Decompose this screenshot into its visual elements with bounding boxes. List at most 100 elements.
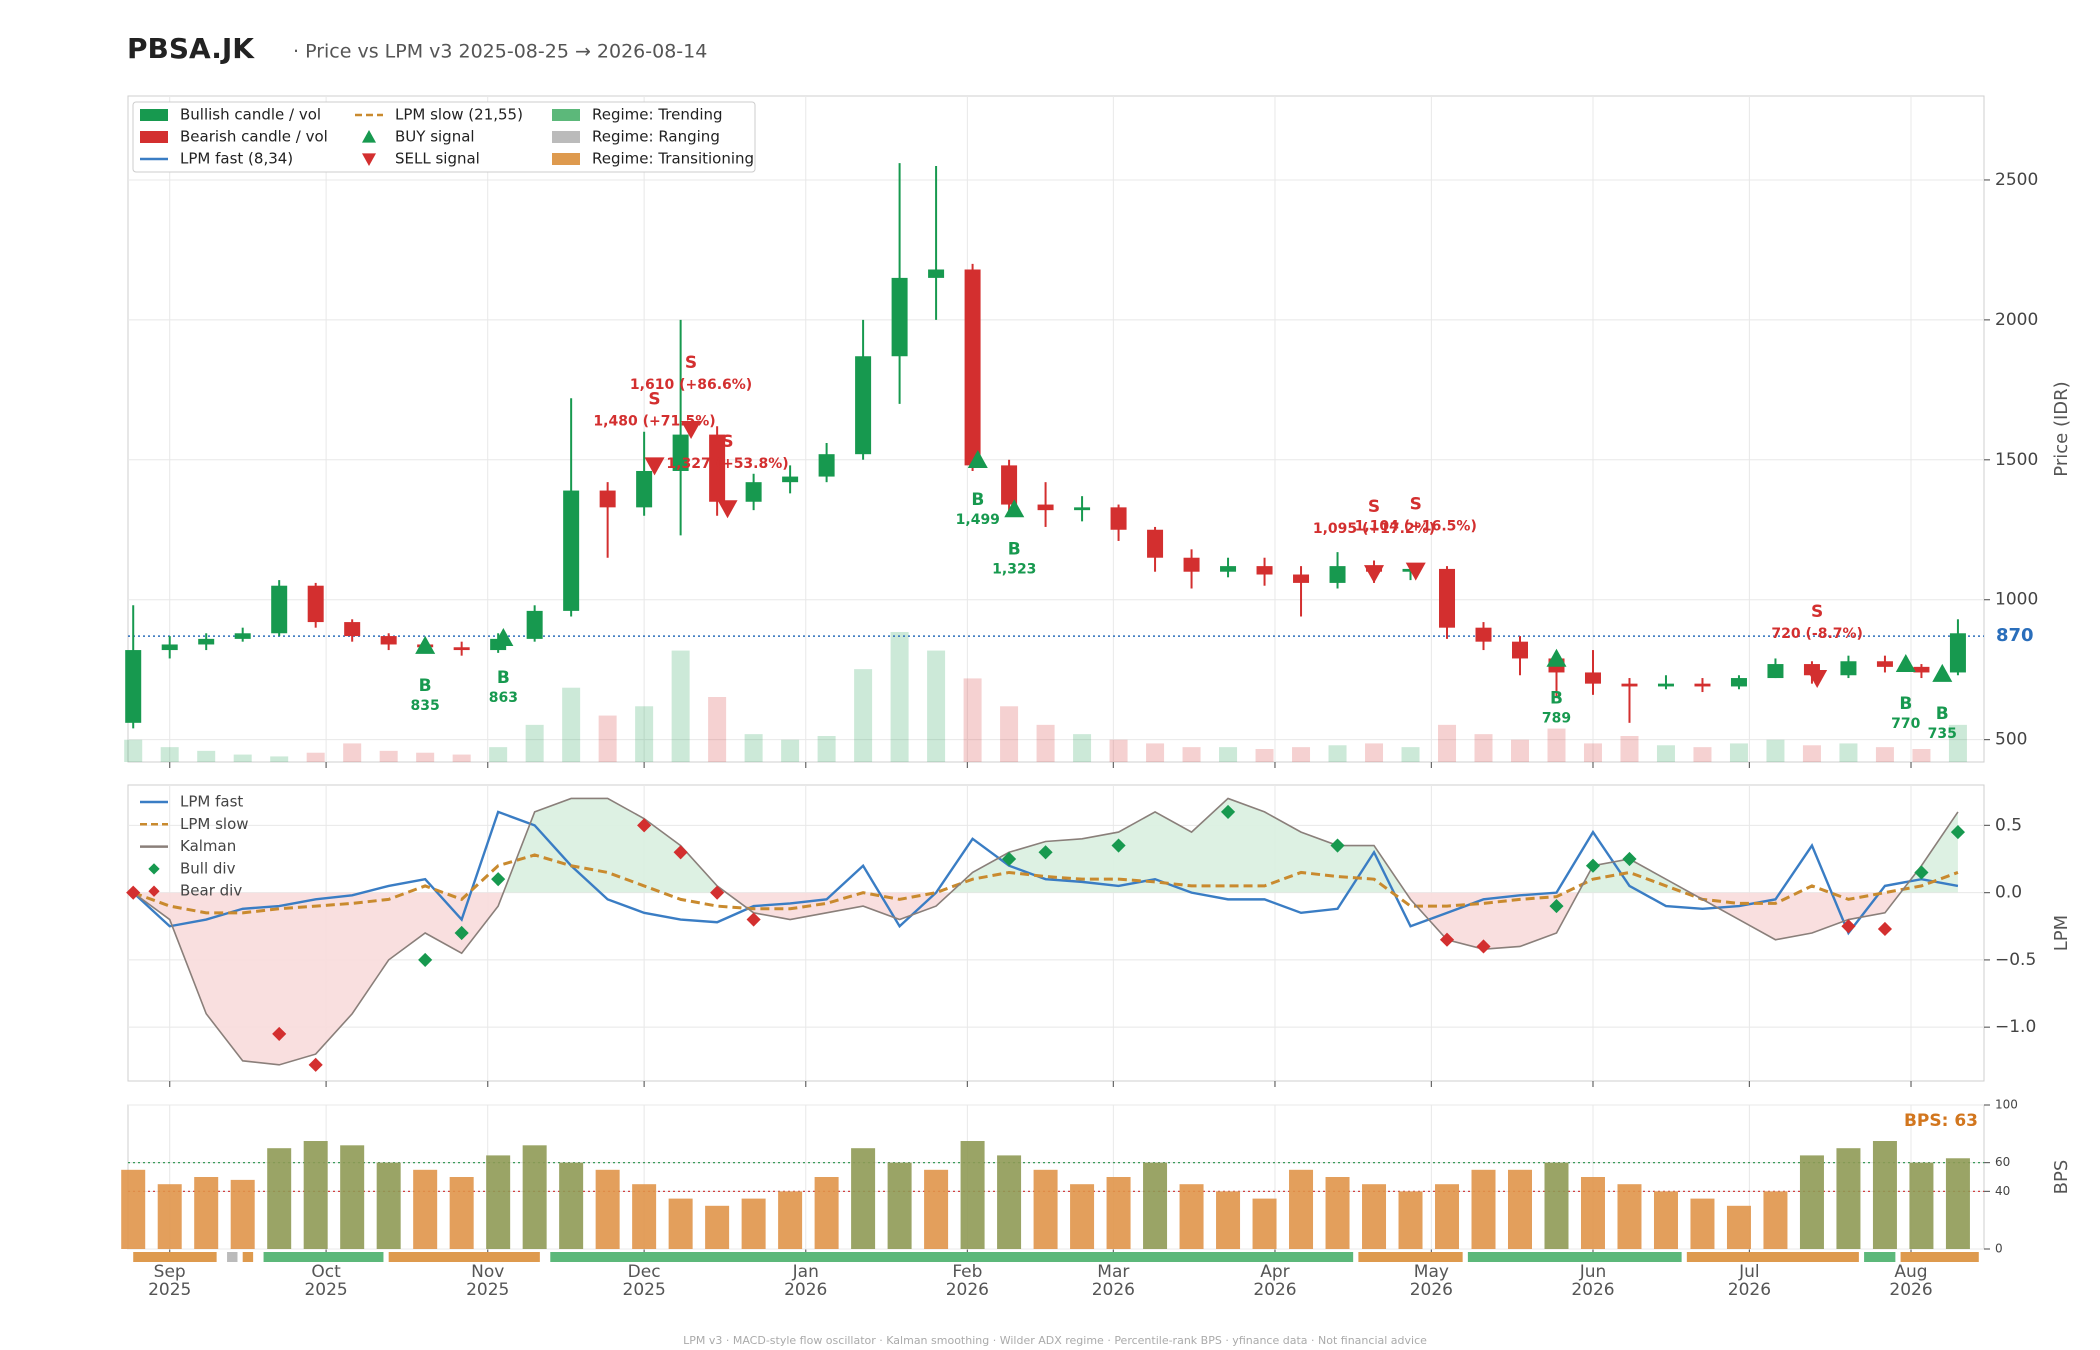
ticker-title: PBSA.JK bbox=[127, 32, 255, 65]
volume-bar bbox=[1948, 724, 1967, 762]
x-tick-label: Feb bbox=[952, 1262, 982, 1282]
x-tick-label: Dec bbox=[628, 1262, 661, 1282]
y-tick-label: 500 bbox=[1995, 730, 2027, 750]
legend-label: LPM fast bbox=[180, 793, 243, 811]
series-line bbox=[132, 810, 1959, 936]
bps-bar bbox=[1325, 1177, 1350, 1249]
y-tick-label: 2500 bbox=[1995, 170, 2038, 190]
buy-price-label: 1,499 bbox=[956, 512, 1000, 528]
x-tick-sublabel: 2026 bbox=[784, 1280, 827, 1300]
bps-bar bbox=[1289, 1169, 1314, 1249]
bps-bar bbox=[1216, 1191, 1241, 1249]
candle-body bbox=[526, 610, 543, 639]
bps-bar bbox=[413, 1169, 438, 1249]
bps-bar bbox=[814, 1177, 839, 1249]
volume-bar bbox=[1729, 743, 1748, 762]
div-marker bbox=[1439, 932, 1455, 947]
bps-bar bbox=[559, 1162, 584, 1249]
legend-label: LPM fast (8,34) bbox=[180, 150, 293, 168]
volume-bar bbox=[270, 756, 289, 762]
buy-letter: B bbox=[1936, 704, 1949, 724]
legend-symbol bbox=[552, 109, 580, 121]
legend-symbol bbox=[140, 109, 168, 121]
volume-bar bbox=[124, 739, 143, 762]
volume-bar bbox=[1438, 724, 1457, 762]
bps-bar bbox=[1033, 1169, 1058, 1249]
bps-bar bbox=[1945, 1158, 1970, 1249]
candle-body bbox=[1439, 568, 1456, 628]
candle-body bbox=[1074, 507, 1091, 511]
candle-body bbox=[1657, 683, 1674, 687]
div-marker bbox=[126, 885, 141, 900]
regime-segment bbox=[242, 1252, 254, 1262]
candle-body bbox=[1840, 661, 1857, 676]
x-tick-sublabel: 2026 bbox=[946, 1280, 989, 1300]
legend-label: LPM slow bbox=[180, 815, 249, 833]
volume-bar bbox=[671, 650, 690, 762]
y-tick-label: 100 bbox=[1995, 1098, 2018, 1112]
bps-bar bbox=[1070, 1184, 1095, 1249]
volume-bar bbox=[1511, 739, 1529, 762]
volume-bar bbox=[1875, 747, 1894, 762]
volume-bar bbox=[744, 734, 763, 762]
div-marker bbox=[1877, 921, 1893, 937]
kalman-fill bbox=[133, 892, 1958, 1065]
volume-bar bbox=[1620, 736, 1639, 762]
volume-bar bbox=[1073, 734, 1092, 762]
bps-bar bbox=[778, 1191, 803, 1249]
x-tick-sublabel: 2025 bbox=[466, 1280, 509, 1300]
buy-marker bbox=[967, 450, 988, 469]
candle-body bbox=[1949, 633, 1966, 673]
candle-body bbox=[891, 277, 908, 357]
buy-letter: B bbox=[497, 668, 510, 688]
div-marker bbox=[418, 952, 433, 967]
legend-symbol bbox=[552, 153, 580, 165]
bps-bar bbox=[340, 1145, 365, 1249]
volume-bar bbox=[708, 697, 727, 762]
volume-bar bbox=[1839, 743, 1858, 762]
legend-symbol bbox=[362, 130, 376, 143]
series-line bbox=[132, 797, 1959, 1066]
volume-bar bbox=[1219, 747, 1238, 762]
volume-bar bbox=[854, 669, 873, 762]
volume-bar bbox=[1365, 743, 1384, 762]
candle-body bbox=[307, 585, 324, 623]
volume-bar bbox=[1547, 728, 1566, 762]
candle-body bbox=[745, 482, 762, 502]
bps-bar bbox=[449, 1177, 474, 1249]
y-axis-title: Price (IDR) bbox=[2051, 381, 2072, 476]
volume-bar bbox=[452, 754, 471, 762]
x-tick-label: Oct bbox=[311, 1262, 341, 1282]
legend-label: Regime: Trending bbox=[592, 106, 723, 124]
y-tick-label: 1000 bbox=[1995, 590, 2038, 610]
x-tick-label: Jan bbox=[792, 1262, 819, 1282]
regime-segment bbox=[1686, 1252, 1859, 1262]
candle-body bbox=[928, 269, 945, 278]
candle-body bbox=[672, 434, 689, 471]
bps-bar bbox=[1763, 1191, 1788, 1249]
bps-bar bbox=[376, 1162, 401, 1249]
volume-bar bbox=[635, 706, 654, 762]
buy-price-label: 835 bbox=[411, 698, 440, 714]
bps-bar bbox=[1179, 1184, 1204, 1249]
y-axis-title: LPM bbox=[2051, 915, 2072, 951]
div-marker bbox=[1038, 845, 1053, 860]
volume-bar bbox=[197, 750, 216, 762]
volume-bar bbox=[489, 747, 508, 762]
candle-body bbox=[1293, 574, 1310, 583]
x-tick-label: Jun bbox=[1579, 1262, 1607, 1282]
legend-label: Bull div bbox=[180, 859, 236, 877]
x-tick-label: Mar bbox=[1097, 1262, 1129, 1282]
x-tick-sublabel: 2026 bbox=[1571, 1280, 1614, 1300]
legend-symbol bbox=[148, 863, 160, 875]
candle-body bbox=[1037, 504, 1054, 511]
legend-symbol bbox=[552, 131, 580, 143]
bps-bar bbox=[1398, 1191, 1423, 1249]
volume-bar bbox=[562, 687, 581, 762]
legend-label: Kalman bbox=[180, 837, 236, 855]
bps-bar bbox=[960, 1141, 985, 1249]
x-tick-sublabel: 2026 bbox=[1092, 1280, 1135, 1300]
buy-marker bbox=[415, 635, 436, 654]
candle-body bbox=[271, 585, 288, 634]
